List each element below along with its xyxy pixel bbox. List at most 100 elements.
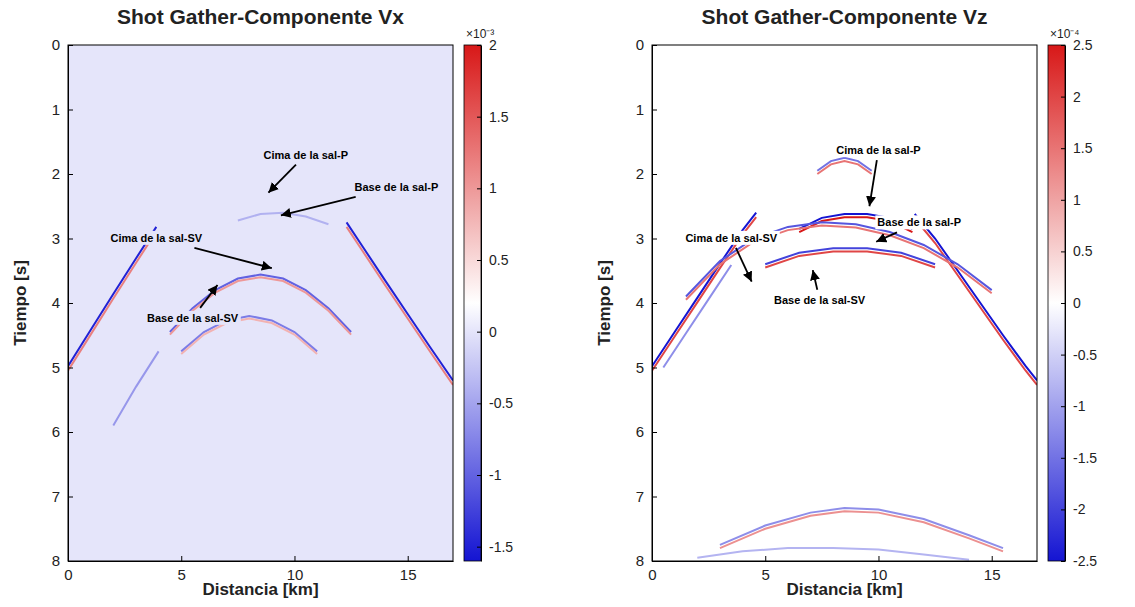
annotation-arrow xyxy=(736,248,752,282)
annotation: Base de la sal-P xyxy=(281,180,440,215)
colorbar-multiplier: ×10⁻⁴ xyxy=(1050,27,1080,41)
tick-mark xyxy=(1061,509,1065,510)
tick-mark xyxy=(652,303,657,304)
tick-label: 2 xyxy=(636,165,644,182)
tick-label: -0.5 xyxy=(1073,347,1097,363)
tick-label: 0.5 xyxy=(489,252,509,268)
tick-mark xyxy=(477,260,481,261)
colorbar-axis: -1.5-1-0.500.511.52 xyxy=(477,37,513,562)
tick: 7 xyxy=(52,488,73,505)
tick-label: -1.5 xyxy=(489,539,513,555)
colorbar-multiplier: ×10⁻³ xyxy=(466,27,494,41)
annotation: Cima de la sal-SV xyxy=(108,231,271,268)
title: Shot Gather-Componente Vx xyxy=(117,5,404,28)
annotation-label: Cima de la sal-SV xyxy=(110,232,202,244)
tick-label: -1 xyxy=(1073,398,1086,414)
label-patch xyxy=(875,215,963,229)
tick-label: 6 xyxy=(636,423,644,440)
tick: -2.5 xyxy=(1061,553,1097,569)
tick-label: 8 xyxy=(636,552,644,569)
tick-label: 1 xyxy=(52,101,60,118)
label-patch xyxy=(145,311,241,325)
tick-label: 1.5 xyxy=(1073,140,1093,156)
axis-line xyxy=(1065,46,1066,562)
events xyxy=(652,158,1037,560)
tick-label: 0 xyxy=(648,566,656,583)
label-patch xyxy=(262,148,350,162)
annotation-label: Base de la sal-SV xyxy=(147,312,239,324)
label-patch xyxy=(352,180,440,194)
annotation: Cima de la sal-SV xyxy=(683,231,779,282)
tick-mark xyxy=(1061,251,1065,252)
x-axis: 0 5 10 15 xyxy=(648,556,1037,583)
tick-label: 2 xyxy=(52,165,60,182)
event-line xyxy=(915,214,1037,380)
tick: 0 xyxy=(477,324,497,340)
tick: -1 xyxy=(477,467,502,483)
tick-mark xyxy=(477,332,481,333)
annotation-label: Cima de la sal-P xyxy=(836,144,920,156)
event-line xyxy=(347,222,453,380)
annotation: Cima de la sal-P xyxy=(834,143,922,206)
tick-label: 4 xyxy=(52,294,60,311)
tick-label: 0 xyxy=(64,566,72,583)
tick-mark xyxy=(1061,458,1065,459)
colorbar xyxy=(464,45,481,561)
tick-label: 0 xyxy=(636,36,644,53)
plot-background xyxy=(68,45,453,561)
tick: -0.5 xyxy=(477,395,513,411)
annotation: Base de la sal-SV xyxy=(145,285,241,325)
tick-mark xyxy=(477,547,481,548)
event-line xyxy=(347,227,453,385)
colorbar xyxy=(1048,45,1065,561)
tick: 1.5 xyxy=(1061,140,1093,156)
tick: 5 xyxy=(762,556,770,583)
tick: -1.5 xyxy=(477,539,513,555)
tick: 0.5 xyxy=(477,252,509,268)
tick: -1 xyxy=(1061,398,1086,414)
event-line xyxy=(68,231,156,370)
event-line xyxy=(663,265,731,368)
tick: 1 xyxy=(52,101,73,118)
tick-mark xyxy=(652,239,657,240)
panel: 051015012345678Shot Gather-Componente Vx… xyxy=(11,5,513,599)
tick: 5 xyxy=(52,359,73,376)
tick: -2 xyxy=(1061,501,1086,517)
tick: 1 xyxy=(477,180,497,196)
tick-mark xyxy=(1061,561,1065,562)
event-line xyxy=(720,508,1003,548)
annotation-arrow xyxy=(200,285,217,308)
tick-mark xyxy=(68,303,73,304)
tick-mark xyxy=(477,45,481,46)
tick-mark xyxy=(477,403,481,404)
tick: 0 xyxy=(1061,295,1081,311)
plot-frame xyxy=(68,45,453,561)
y-axis: 012345678 xyxy=(636,36,657,569)
x-axis: 051015 xyxy=(64,556,453,583)
tick-label: 6 xyxy=(52,423,60,440)
event-line xyxy=(68,227,156,366)
tick-label: 8 xyxy=(52,552,60,569)
annotation-arrow xyxy=(194,248,271,268)
tick-mark xyxy=(408,556,409,561)
tick-mark xyxy=(652,497,657,498)
tick: 4 xyxy=(52,294,73,311)
tick-label: 7 xyxy=(636,488,644,505)
tick: 10 xyxy=(871,556,888,583)
tick-label: 3 xyxy=(636,230,644,247)
event-line xyxy=(686,222,992,296)
tick-mark xyxy=(652,368,657,369)
tick-label: 5 xyxy=(178,566,186,583)
tick-label: 15 xyxy=(984,566,1001,583)
annotation-label: Base de la sal-SV xyxy=(774,294,866,306)
tick-label: 1 xyxy=(636,101,644,118)
tick: 10 xyxy=(287,556,304,583)
event-line xyxy=(113,351,158,425)
tick: 3 xyxy=(636,230,657,247)
tick-mark xyxy=(477,475,481,476)
tick: 3 xyxy=(52,230,73,247)
tick: 2 xyxy=(52,165,73,182)
tick: 15 xyxy=(984,556,1001,583)
event-line xyxy=(765,251,935,267)
annotation-arrow xyxy=(869,160,876,206)
